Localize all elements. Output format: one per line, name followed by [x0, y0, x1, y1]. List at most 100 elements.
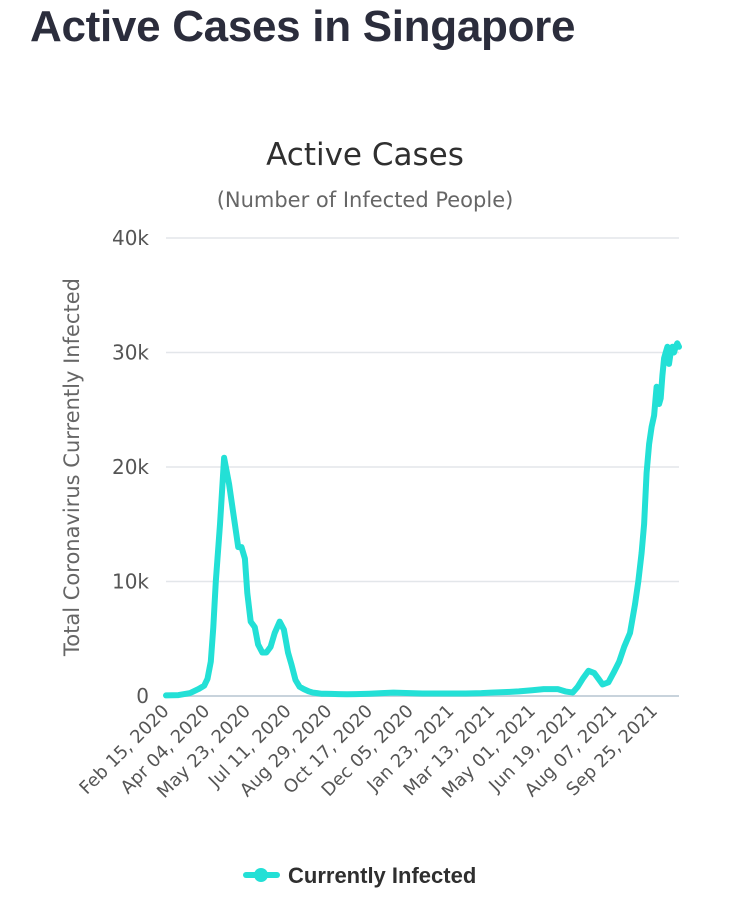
data-point[interactable] [248, 619, 254, 625]
data-point[interactable] [272, 630, 278, 636]
data-point[interactable] [632, 601, 638, 607]
series-layer [163, 340, 682, 699]
data-point[interactable] [379, 690, 385, 696]
data-point[interactable] [627, 630, 633, 636]
data-point[interactable] [205, 676, 210, 682]
data-point[interactable] [255, 642, 261, 647]
chart-title: Active Cases [266, 137, 464, 173]
data-point[interactable] [344, 691, 350, 697]
legend[interactable]: Currently Infected [243, 863, 476, 888]
data-point[interactable] [259, 650, 265, 655]
data-point[interactable] [310, 690, 316, 696]
data-point[interactable] [263, 650, 269, 655]
data-point[interactable] [676, 344, 682, 350]
data-point[interactable] [605, 679, 611, 685]
data-point[interactable] [575, 684, 581, 690]
data-point[interactable] [600, 682, 606, 687]
series-line-currently-infected[interactable] [163, 340, 682, 699]
data-point[interactable] [656, 401, 662, 407]
legend-marker-dot [254, 868, 268, 882]
data-point[interactable] [221, 455, 227, 461]
data-point[interactable] [176, 692, 181, 698]
y-axis-label: Total Coronavirus Currently Infected [60, 278, 84, 657]
data-point[interactable] [252, 624, 258, 630]
data-point[interactable] [390, 690, 396, 696]
page-title: Active Cases in Singapore [30, 2, 576, 51]
data-point[interactable] [562, 688, 568, 694]
data-point[interactable] [635, 579, 641, 584]
data-point[interactable] [654, 384, 660, 390]
data-point[interactable] [555, 686, 561, 692]
data-point[interactable] [610, 670, 616, 676]
data-point[interactable] [586, 668, 591, 674]
data-point[interactable] [541, 686, 547, 692]
data-point[interactable] [242, 556, 248, 562]
data-point[interactable] [504, 689, 510, 695]
data-point[interactable] [570, 690, 576, 696]
y-tick-label: 20k [112, 455, 149, 479]
data-point[interactable] [591, 670, 597, 676]
data-point[interactable] [659, 372, 665, 378]
data-point[interactable] [644, 470, 650, 476]
data-point[interactable] [366, 691, 372, 697]
data-point[interactable] [646, 441, 652, 447]
data-point[interactable] [213, 579, 219, 584]
data-point[interactable] [616, 659, 622, 665]
data-point[interactable] [516, 688, 522, 694]
data-point[interactable] [301, 686, 307, 692]
data-point[interactable] [210, 624, 216, 630]
data-point[interactable] [336, 691, 342, 697]
y-axis-ticks: 0 10k 20k 30k 40k [112, 226, 149, 708]
data-point[interactable] [433, 691, 439, 696]
data-point[interactable] [671, 350, 677, 355]
data-point[interactable] [244, 590, 250, 596]
data-point[interactable] [318, 691, 324, 697]
y-tick-label: 30k [112, 341, 149, 365]
data-point[interactable] [328, 691, 334, 697]
data-point[interactable] [641, 521, 647, 527]
data-point[interactable] [293, 677, 298, 683]
data-point[interactable] [580, 676, 586, 682]
data-point[interactable] [163, 692, 169, 698]
data-point[interactable] [661, 355, 667, 361]
chart-subtitle: (Number of Infected People) [217, 188, 514, 212]
data-point[interactable] [281, 627, 287, 633]
data-point[interactable] [407, 690, 413, 696]
data-point[interactable] [420, 691, 425, 696]
data-point[interactable] [187, 690, 193, 696]
data-point[interactable] [664, 344, 670, 350]
data-point[interactable] [639, 550, 645, 556]
data-point[interactable] [277, 619, 283, 625]
data-point[interactable] [306, 688, 312, 694]
data-point[interactable] [195, 686, 201, 692]
y-tick-label: 0 [136, 684, 149, 708]
data-point[interactable] [229, 504, 235, 510]
data-point[interactable] [201, 683, 207, 689]
data-point[interactable] [288, 661, 294, 667]
data-point[interactable] [448, 691, 454, 696]
data-point[interactable] [217, 521, 223, 527]
data-point[interactable] [621, 644, 627, 650]
data-point[interactable] [649, 424, 655, 430]
data-point[interactable] [314, 690, 320, 696]
data-point[interactable] [232, 521, 238, 527]
data-point[interactable] [239, 544, 244, 550]
y-tick-label: 10k [112, 570, 149, 594]
data-point[interactable] [208, 659, 214, 665]
data-point[interactable] [268, 644, 274, 650]
data-point[interactable] [663, 350, 669, 355]
data-point[interactable] [666, 361, 672, 367]
data-point[interactable] [596, 676, 601, 682]
data-point[interactable] [463, 691, 469, 696]
data-point[interactable] [322, 691, 328, 697]
data-point[interactable] [353, 691, 359, 697]
data-point[interactable] [478, 690, 484, 696]
data-point[interactable] [651, 413, 657, 418]
data-point[interactable] [297, 684, 303, 690]
data-point[interactable] [658, 395, 664, 401]
data-point[interactable] [285, 650, 291, 655]
data-point[interactable] [529, 687, 535, 693]
data-point[interactable] [226, 481, 232, 487]
data-point[interactable] [488, 690, 494, 696]
legend-label-currently-infected: Currently Infected [288, 863, 476, 888]
